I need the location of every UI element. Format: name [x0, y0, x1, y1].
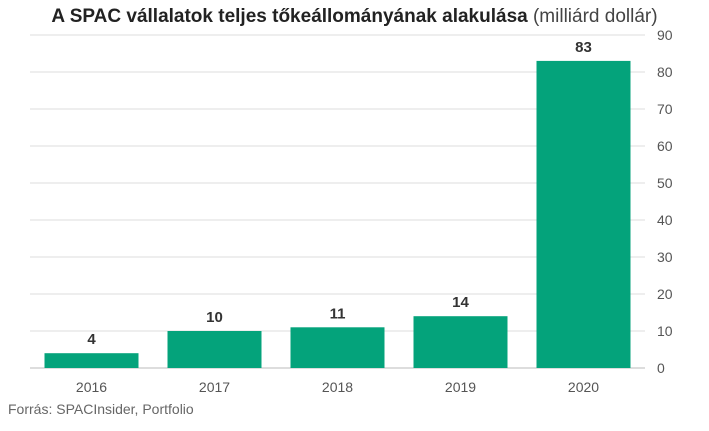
value-label-2017: 10: [206, 309, 223, 326]
x-tick-label-2018: 2018: [322, 379, 353, 395]
value-label-2019: 14: [452, 294, 469, 311]
y-tick-label: 20: [657, 286, 673, 302]
y-tick-label: 50: [657, 175, 673, 191]
chart-title-main: A SPAC vállalatok teljes tőkeállományána…: [51, 6, 528, 27]
value-label-2016: 4: [87, 331, 96, 348]
chart-title-unit: (milliárd dollár): [527, 6, 658, 27]
x-tick-label-2017: 2017: [199, 379, 230, 395]
bar-2017: [167, 331, 262, 368]
y-axis: 0 10 20 30 40 50 60 70 80 90: [657, 27, 673, 376]
bars: [44, 60, 631, 369]
y-tick-label: 90: [657, 27, 673, 43]
source-note: Forrás: SPACInsider, Portfolio: [8, 401, 194, 417]
bar-2016: [44, 353, 139, 368]
x-tick-label-2020: 2020: [568, 379, 599, 395]
y-tick-label: 70: [657, 101, 673, 117]
y-tick-label: 30: [657, 249, 673, 265]
value-label-2020: 83: [575, 39, 592, 56]
y-tick-label: 80: [657, 64, 673, 80]
bar-2019: [413, 316, 508, 368]
y-tick-label: 40: [657, 212, 673, 228]
chart-title: A SPAC vállalatok teljes tőkeállományána…: [0, 6, 709, 28]
y-tick-label: 60: [657, 138, 673, 154]
y-tick-label: 10: [657, 323, 673, 339]
value-labels: 4 10 11 14 83: [87, 39, 592, 348]
bar-2020: [536, 60, 631, 369]
x-tick-label-2019: 2019: [445, 379, 476, 395]
y-tick-label: 0: [657, 360, 665, 376]
bar-2018: [290, 327, 385, 368]
value-label-2018: 11: [330, 305, 346, 322]
x-tick-label-2016: 2016: [76, 379, 107, 395]
x-axis: 2016 2017 2018 2019 2020: [76, 379, 599, 395]
